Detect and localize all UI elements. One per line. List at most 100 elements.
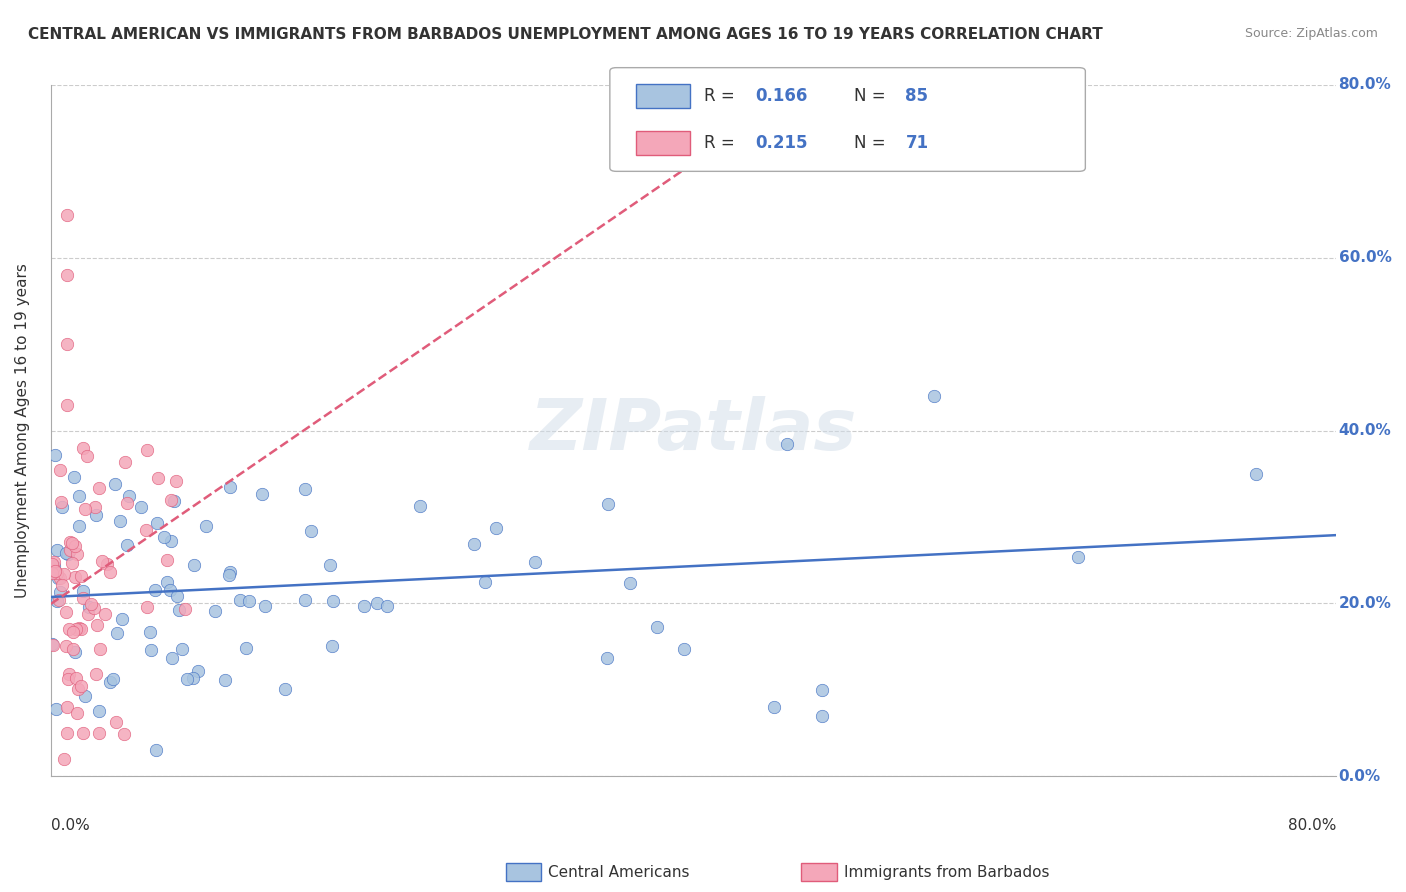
- Point: [254, 599, 277, 614]
- Point: [58, 623, 80, 637]
- Point: [44, 448, 66, 462]
- Point: [41, 566, 63, 581]
- Text: 80.0%: 80.0%: [1339, 78, 1392, 93]
- Point: [111, 612, 134, 626]
- Point: [73, 690, 96, 704]
- Point: [51, 500, 73, 514]
- Point: [60, 556, 83, 570]
- Point: [86, 618, 108, 632]
- Point: [228, 592, 250, 607]
- Point: [67, 621, 90, 635]
- Point: [62, 642, 84, 657]
- Point: [65, 671, 87, 685]
- Point: [181, 672, 204, 686]
- Point: [645, 620, 668, 634]
- Point: [318, 558, 340, 572]
- Point: [69, 622, 91, 636]
- Point: [49, 585, 72, 599]
- Text: Source: ZipAtlas.com: Source: ZipAtlas.com: [1244, 27, 1378, 40]
- Point: [238, 593, 260, 607]
- Point: [924, 389, 946, 403]
- Point: [474, 574, 496, 589]
- Point: [90, 554, 112, 568]
- Point: [141, 643, 163, 657]
- Point: [51, 578, 73, 592]
- Text: 20.0%: 20.0%: [1339, 596, 1392, 611]
- Point: [153, 530, 176, 544]
- Point: [66, 681, 89, 696]
- Point: [63, 470, 86, 484]
- Point: [49, 571, 72, 585]
- Point: [353, 599, 375, 613]
- Point: [1244, 467, 1267, 481]
- Point: [58, 535, 80, 549]
- Point: [77, 600, 100, 615]
- Point: [58, 667, 80, 681]
- Point: [65, 622, 87, 636]
- Point: [52, 567, 75, 582]
- Point: [87, 481, 110, 495]
- Point: [146, 516, 169, 530]
- Point: [148, 471, 170, 485]
- Point: [56, 337, 79, 351]
- Point: [42, 556, 65, 570]
- Text: 71: 71: [905, 134, 928, 152]
- Point: [811, 708, 834, 723]
- Point: [136, 599, 159, 614]
- Point: [322, 594, 344, 608]
- Point: [51, 495, 73, 509]
- Point: [366, 596, 388, 610]
- Point: [72, 583, 94, 598]
- Point: [80, 597, 103, 611]
- Point: [117, 538, 139, 552]
- Point: [83, 601, 105, 615]
- Text: N =: N =: [853, 87, 891, 105]
- Point: [87, 704, 110, 718]
- Text: 85: 85: [905, 87, 928, 105]
- Point: [94, 607, 117, 621]
- Point: [55, 605, 77, 619]
- Point: [294, 482, 316, 496]
- Point: [170, 642, 193, 657]
- Point: [44, 565, 66, 579]
- Point: [63, 570, 86, 584]
- Point: [72, 441, 94, 455]
- Point: [98, 565, 121, 579]
- Point: [176, 673, 198, 687]
- Point: [105, 715, 128, 730]
- Text: 60.0%: 60.0%: [1339, 251, 1392, 265]
- Point: [160, 492, 183, 507]
- Point: [112, 727, 135, 741]
- Text: ZIPatlas: ZIPatlas: [530, 396, 858, 465]
- Point: [98, 675, 121, 690]
- Point: [523, 555, 546, 569]
- Point: [596, 651, 619, 665]
- Point: [194, 519, 217, 533]
- Point: [59, 543, 82, 558]
- Point: [72, 726, 94, 740]
- Point: [218, 568, 240, 582]
- Bar: [636, 131, 689, 154]
- Point: [48, 593, 70, 607]
- Point: [619, 575, 641, 590]
- Point: [136, 442, 159, 457]
- Text: Immigrants from Barbados: Immigrants from Barbados: [844, 865, 1049, 880]
- Point: [138, 625, 160, 640]
- Point: [811, 682, 834, 697]
- Point: [84, 500, 107, 514]
- Point: [160, 651, 183, 665]
- Text: 0.0%: 0.0%: [1339, 769, 1381, 784]
- Point: [214, 673, 236, 687]
- Point: [145, 743, 167, 757]
- Point: [65, 706, 87, 720]
- Point: [762, 700, 785, 714]
- Point: [155, 575, 177, 590]
- Text: 0.166: 0.166: [755, 87, 807, 105]
- Point: [46, 571, 69, 585]
- Point: [56, 700, 79, 714]
- Point: [273, 681, 295, 696]
- Y-axis label: Unemployment Among Ages 16 to 19 years: Unemployment Among Ages 16 to 19 years: [15, 263, 30, 598]
- Point: [219, 480, 242, 494]
- Point: [187, 664, 209, 678]
- Point: [219, 565, 242, 579]
